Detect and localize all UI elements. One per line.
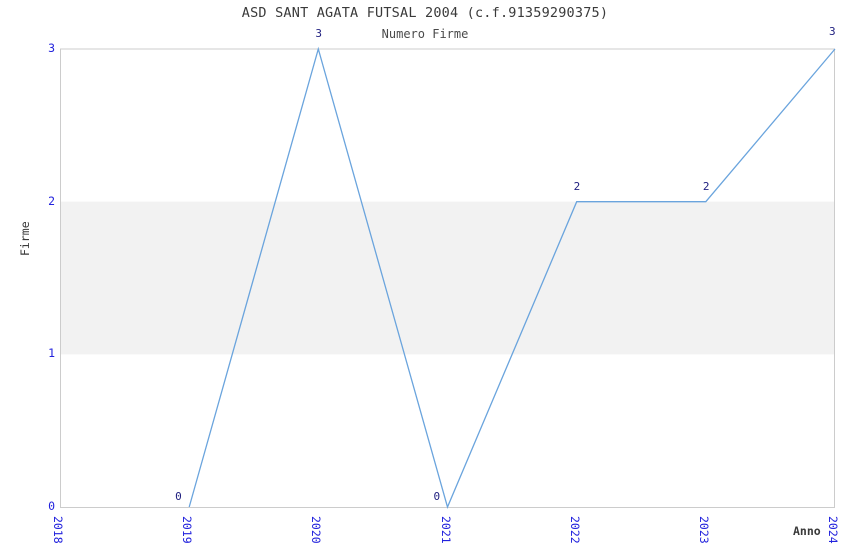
x-tick-2020: 2020 <box>309 516 324 544</box>
data-series-line <box>188 46 836 509</box>
value-band <box>60 201 835 355</box>
y-tick-label: 3 <box>48 41 55 55</box>
data-label-2024: 3 <box>829 25 836 38</box>
chart-subtitle: Numero Firme <box>381 27 469 41</box>
y-tick-label: 1 <box>48 346 55 361</box>
x-axis-title: Anno <box>793 524 821 538</box>
data-label-2021: 0 <box>433 490 441 503</box>
data-label-2019: 0 <box>175 490 182 503</box>
y-axis-title: Firme <box>18 221 32 256</box>
x-tick-2018: 2018 <box>51 516 65 544</box>
y-tick-label: 0 <box>48 499 55 513</box>
x-tick-2024: 2024 <box>826 516 840 544</box>
chart-title: ASD SANT AGATA FUTSAL 2004 (c.f.91359290… <box>241 5 609 21</box>
data-label-2023: 2 <box>702 179 710 193</box>
data-label-2020: 3 <box>315 27 322 40</box>
x-tick-2021: 2021 <box>438 516 453 544</box>
x-tick-2019: 2019 <box>180 516 195 544</box>
x-tick-2022: 2022 <box>567 516 582 544</box>
y-tick-label: 2 <box>48 193 55 208</box>
x-tick-2023: 2023 <box>696 516 711 544</box>
data-label-2022: 2 <box>573 179 581 193</box>
